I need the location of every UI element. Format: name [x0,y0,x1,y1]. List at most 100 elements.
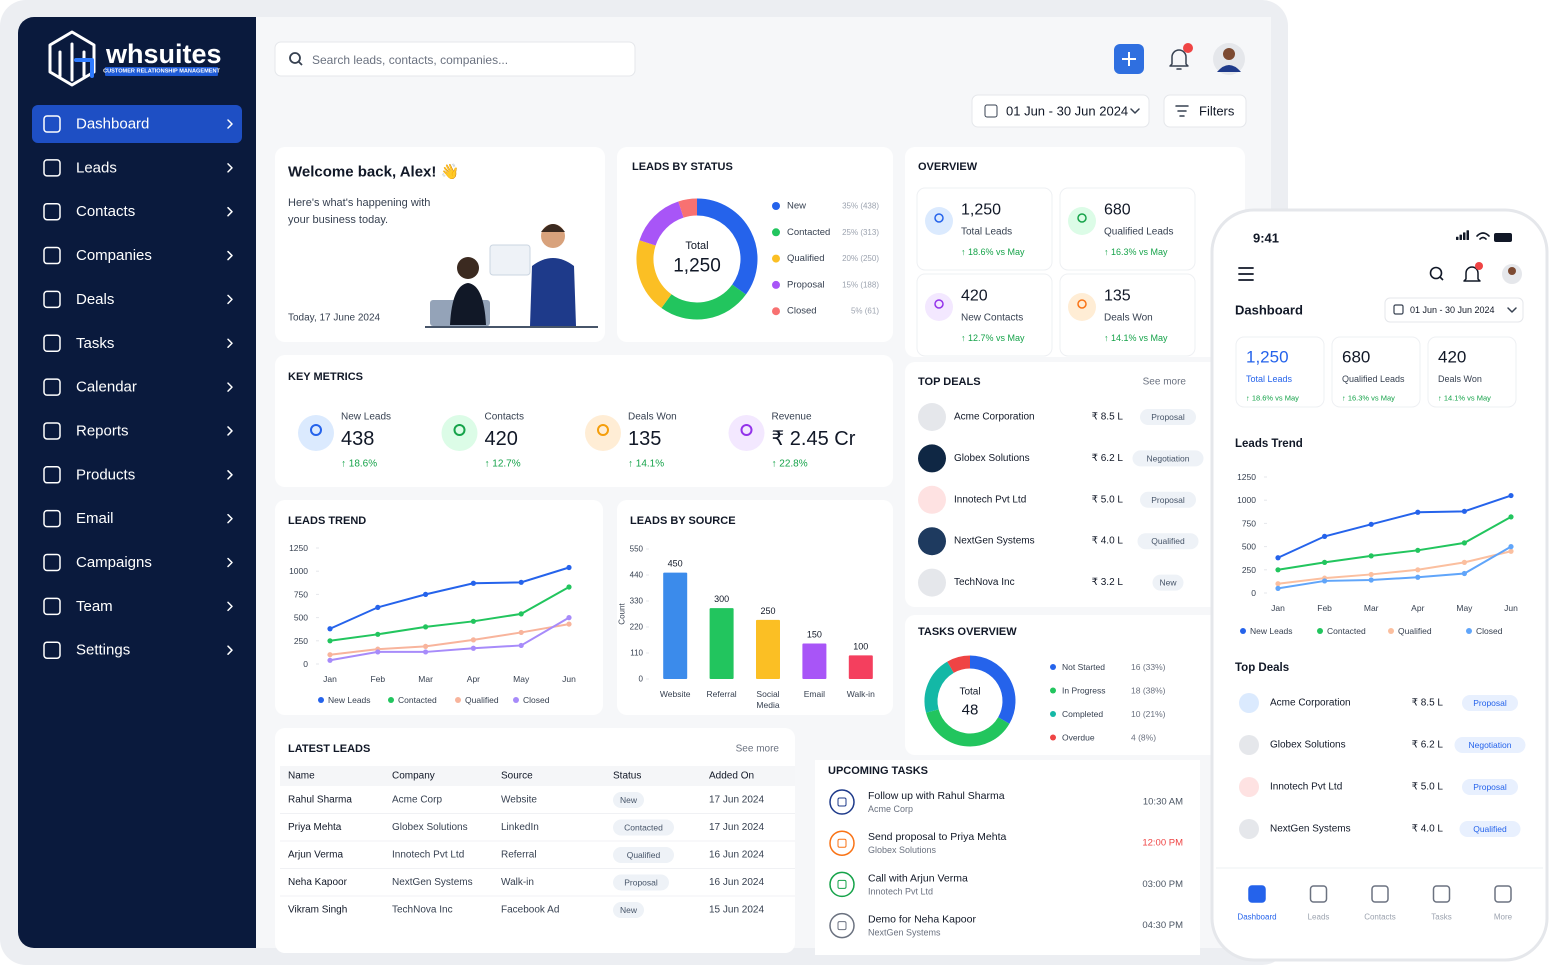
y-tick-label: 1000 [289,566,308,576]
table-cell: 15 Jun 2024 [709,905,764,916]
tasks-card [905,615,1245,755]
legend-label: New [787,201,806,212]
stat-card [1059,273,1196,357]
sidebar [18,17,256,948]
task-time: 03:00 PM [1142,879,1183,890]
nav-label[interactable]: More [1494,913,1513,922]
legend-swatch [772,228,780,237]
menu-item[interactable]: Email [76,510,114,527]
nav-icon [1248,885,1266,903]
menu-item[interactable]: Campaigns [76,554,152,571]
see-more[interactable]: See more [1143,377,1187,388]
deal-company: Acme Corporation [954,412,1035,423]
table-cell: Arjun Verma [288,850,343,861]
table-cell: TechNova Inc [392,905,453,916]
menu-item[interactable]: Team [76,598,113,615]
series-line [1277,545,1512,590]
search-box[interactable] [274,41,636,77]
stat-label: Deals Won [1104,313,1153,324]
data-point [375,604,381,610]
x-tick-label: Jun [562,674,576,684]
menu-icon [43,466,61,484]
nav-label[interactable]: Dashboard [1237,913,1276,922]
chevron [227,163,233,173]
menu-item[interactable]: Products [76,466,135,483]
metric-value: 420 [485,428,518,450]
metric-icon [740,424,753,436]
menu-item[interactable]: Companies [76,247,152,264]
deals-card [905,362,1245,607]
metric-label: Revenue [772,412,812,423]
bar [663,572,688,679]
data-point [470,580,476,586]
data-point [470,637,476,643]
legend-swatch [513,697,519,703]
legend-swatch [1240,628,1246,634]
status-label: Qualified [627,850,661,860]
table-cell: 17 Jun 2024 [709,822,764,833]
menu-item[interactable]: Dashboard [76,116,149,133]
date-range[interactable] [1384,297,1524,323]
data-point [1461,540,1467,546]
search-icon [289,52,301,64]
status-pill [613,819,674,836]
calendar-icon [1393,304,1404,315]
data-point [1461,559,1467,565]
deal-company: Globex Solutions [954,453,1030,464]
deal-amount: ₹ 6.2 L [1092,453,1124,464]
menu-active[interactable] [32,105,242,143]
menu-icon [43,597,61,616]
signal-icon [1456,236,1459,240]
legend-swatch [1466,628,1472,634]
metric-icon [728,415,765,451]
y-tick-label: 1250 [289,543,308,553]
menu-icon [43,115,61,133]
nav-label[interactable]: Contacts [1364,913,1396,922]
stat-change: ↑ 14.1% vs May [1438,394,1491,403]
task-icon [837,879,847,889]
table-cell: Facebook Ad [501,905,559,916]
donut-segment [678,198,698,218]
y-tick-label: 220 [630,623,644,632]
nav-label[interactable]: Tasks [1431,913,1451,922]
x-tick-label: Referral [706,689,736,699]
stat-label: Qualified Leads [1342,374,1405,384]
menu-item[interactable]: Tasks [76,335,114,352]
menu-item[interactable]: Leads [76,159,117,176]
date-range-label: 01 Jun - 30 Jun 2024 [1410,305,1495,315]
menu-icon [43,334,61,352]
menu-item[interactable]: Deals [76,291,114,308]
status-label: New [1159,578,1177,588]
series-line [329,616,570,662]
status-label: Qualified [1473,824,1507,834]
x-tick-label: Apr [467,674,480,684]
chevron [1130,108,1140,114]
task-title: Send proposal to Priya Mehta [868,831,1006,843]
metric-change: ↑ 14.1% [628,459,664,470]
date-range[interactable] [971,94,1150,128]
bottom-nav [1216,868,1543,956]
x-tick-label: Jan [1271,603,1285,613]
battery-icon [1494,233,1512,242]
search-icon [298,61,303,66]
menu-item[interactable]: Contacts [76,203,135,220]
nav-label[interactable]: Leads [1308,913,1330,922]
stat-value: 1,250 [1246,348,1289,367]
see-more[interactable]: See more [736,744,780,755]
menu-item[interactable]: Calendar [76,379,137,396]
stat-icon [1068,293,1096,321]
search-placeholder: Search leads, contacts, companies... [312,53,508,67]
card-title: OVERVIEW [918,161,978,173]
metric-change: ↑ 12.7% [485,459,521,470]
company-logo [918,444,946,473]
data-point [470,618,476,624]
stat-label: Deals Won [1438,374,1482,384]
data-point [423,643,429,649]
filters-button[interactable] [1163,94,1247,128]
status-pill [1140,409,1196,425]
legend-swatch [1050,664,1056,670]
menu-item[interactable]: Settings [76,642,130,659]
legend-label: Not Started [1062,662,1105,672]
screen-title: Dashboard [1235,303,1303,318]
menu-item[interactable]: Reports [76,422,129,439]
